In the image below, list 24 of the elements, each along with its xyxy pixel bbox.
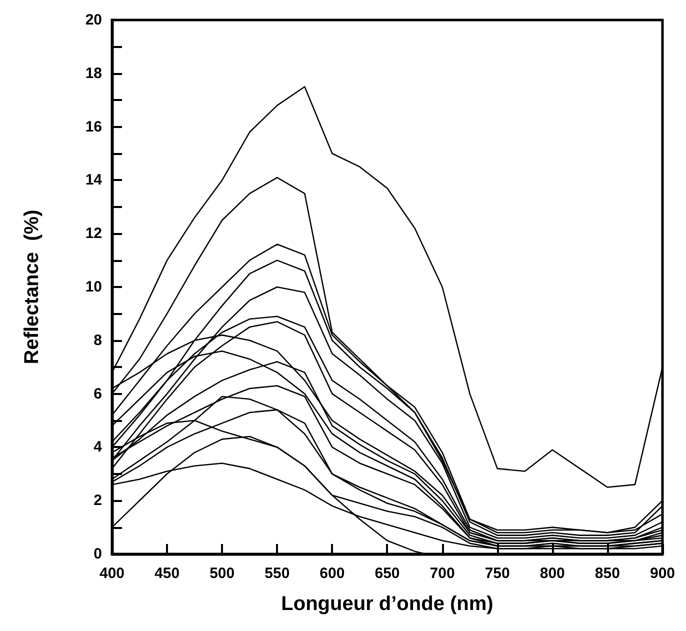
y-axis-title: Reflectance (%): [21, 210, 43, 364]
x-tick-label: 450: [154, 565, 180, 582]
x-tick-label: 800: [540, 565, 565, 582]
y-tick-label: 12: [85, 225, 102, 242]
y-tick-label: 14: [85, 172, 103, 189]
y-tick-label: 16: [85, 118, 102, 136]
x-tick-label: 850: [594, 565, 620, 582]
y-tick-label: 8: [94, 332, 102, 349]
y-tick-label: 20: [85, 12, 102, 28]
y-tick-label: 2: [94, 492, 102, 510]
y-tick-label: 6: [94, 385, 102, 402]
x-tick-label: 900: [650, 565, 675, 582]
y-tick-label: 0: [94, 546, 102, 562]
x-tick-label: 750: [484, 565, 510, 582]
x-axis-title: Longueur d’onde (nm): [281, 593, 494, 615]
x-tick-label: 700: [430, 565, 455, 582]
y-tick-label: 10: [85, 278, 102, 296]
x-tick-label: 550: [264, 565, 290, 582]
x-tick-label: 650: [374, 565, 400, 582]
x-tick-label: 500: [210, 565, 235, 582]
y-tick-label: 4: [94, 438, 103, 456]
x-tick-label: 600: [320, 565, 345, 582]
x-tick-label: 400: [99, 565, 125, 582]
y-tick-label: 18: [85, 64, 102, 82]
